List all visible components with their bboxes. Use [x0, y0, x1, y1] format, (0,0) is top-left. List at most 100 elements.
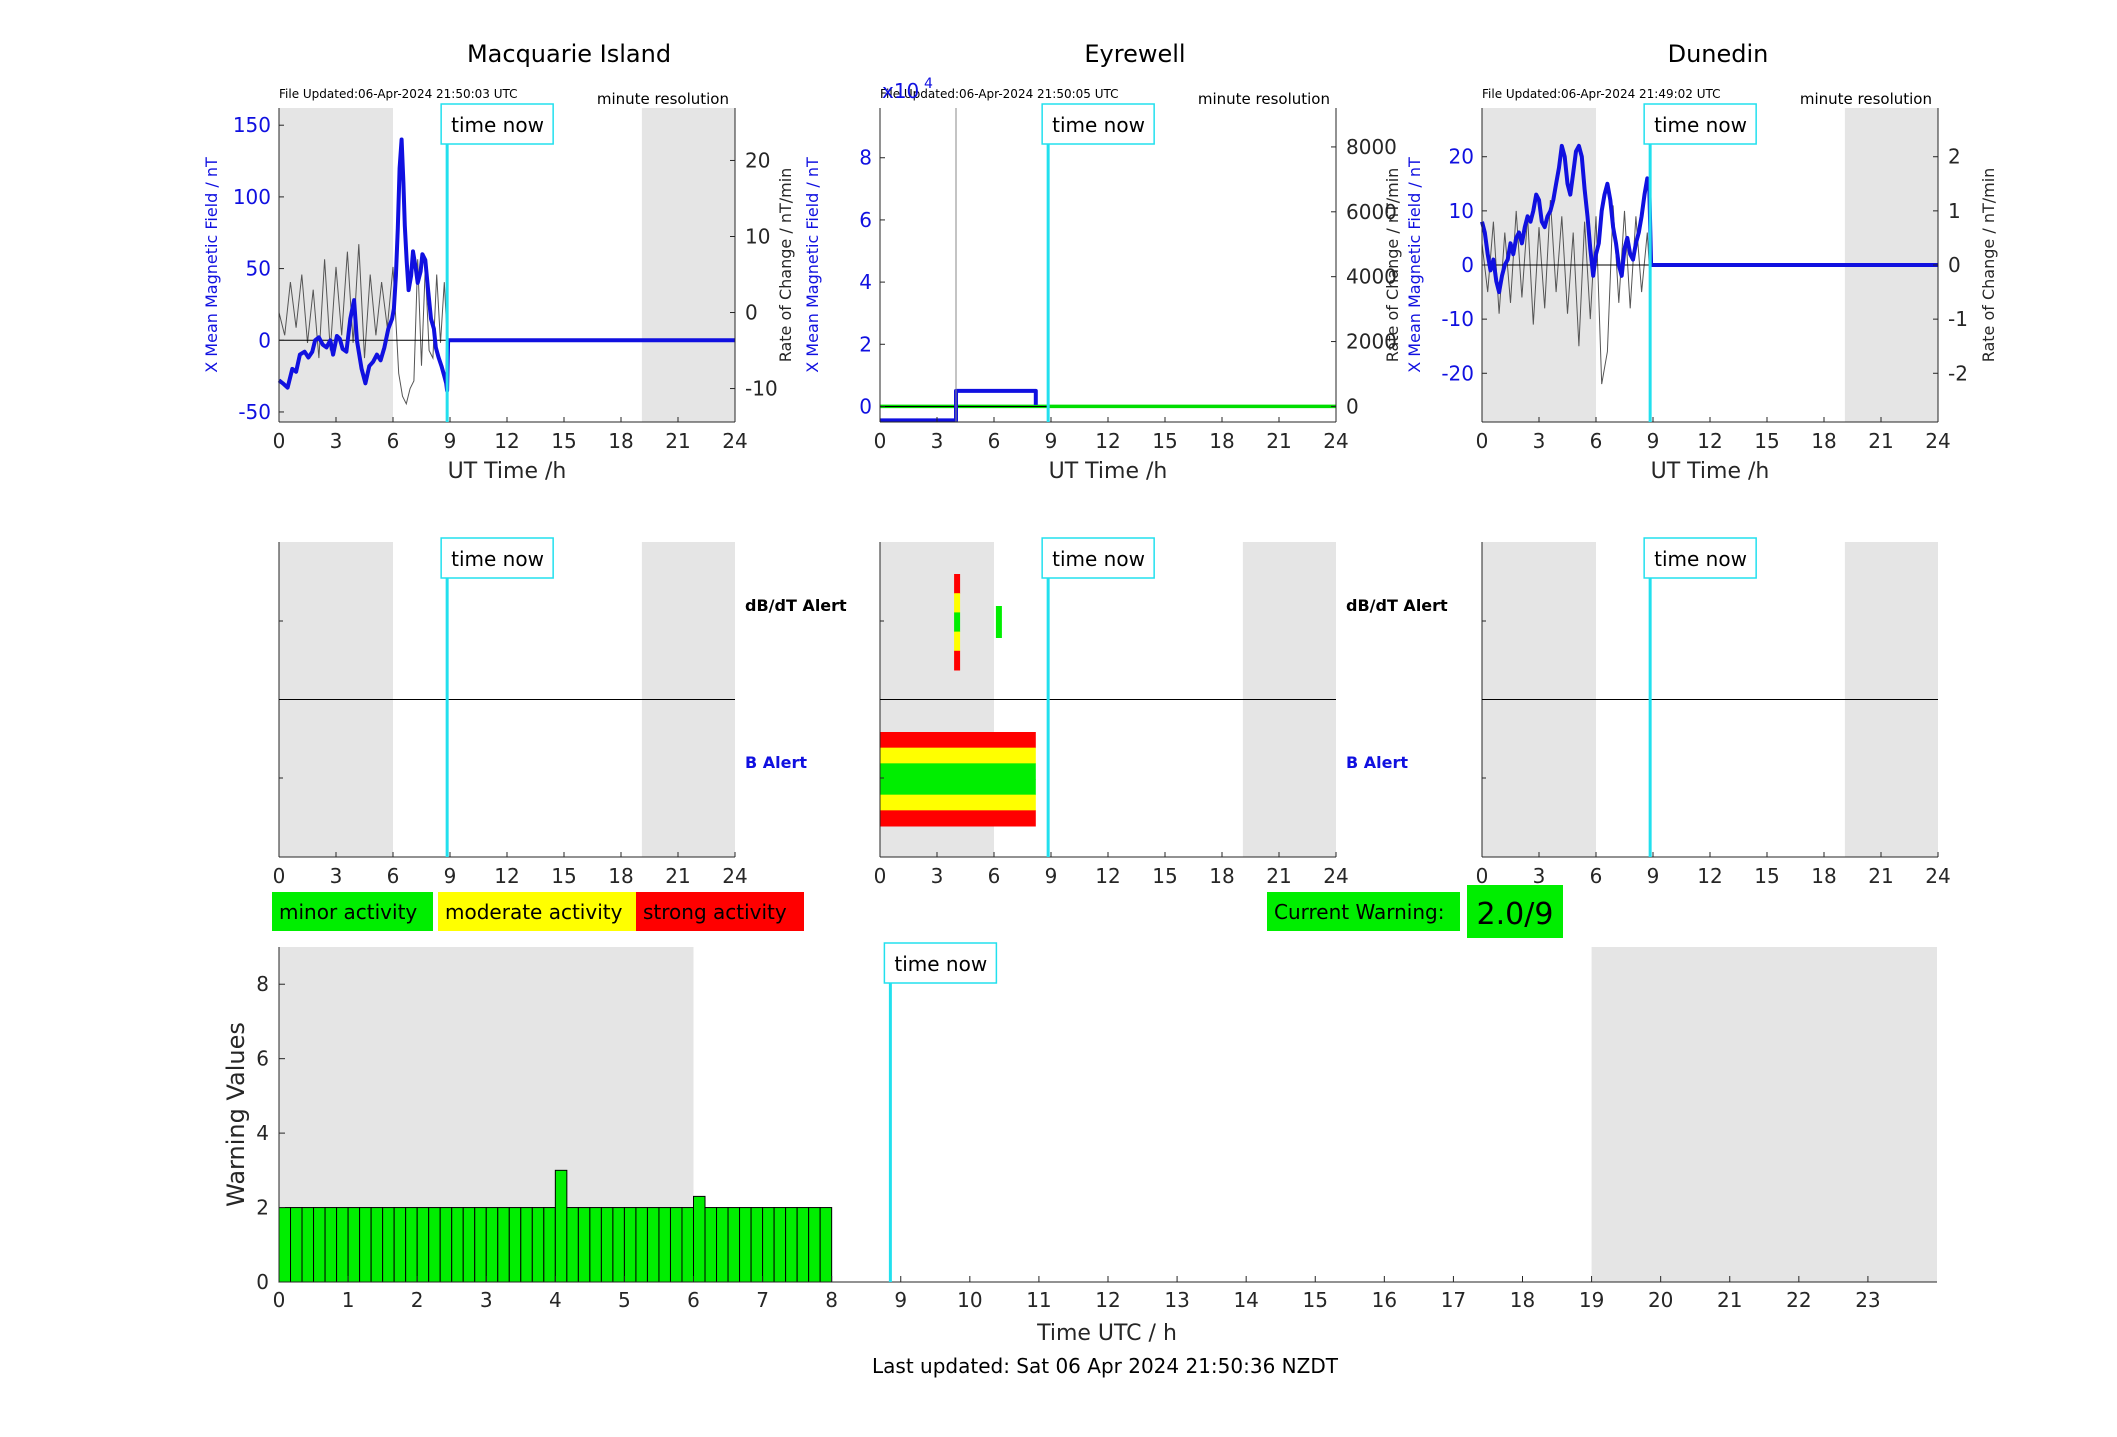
- y-axis-label-left: X Mean Magnetic Field / nT: [803, 157, 822, 373]
- x-tick-label: 2: [411, 1288, 424, 1312]
- y-tick-label-right: 1: [1948, 199, 1961, 223]
- warning-bar: [600, 1207, 614, 1283]
- warning-bar: [693, 1195, 706, 1283]
- current-warning-label-box: [1267, 892, 1460, 931]
- y-axis-label-left: X Mean Magnetic Field / nT: [1405, 157, 1424, 373]
- x-tick-label: 15: [551, 429, 576, 453]
- y-axis-label-right: Rate of Change / nT/min: [1383, 168, 1402, 363]
- y-tick-label-left: -50: [238, 400, 271, 424]
- x-tick-label: 15: [1754, 429, 1779, 453]
- x-tick-label: 24: [1323, 429, 1348, 453]
- y-tick-label: 4: [256, 1121, 269, 1145]
- y-tick-label-left: 0: [859, 394, 872, 418]
- macquarie-alert-plot: 0 3 6 9 12 15 18 21 24 dB/dT Alert B Alert time now: [273, 537, 847, 888]
- warning-bar: [324, 1207, 338, 1283]
- y-tick-label-right: -2: [1948, 361, 1968, 385]
- current-warning: Current Warning: 2.0/9: [1267, 885, 1563, 938]
- time-now-label: time now: [1052, 113, 1145, 137]
- warning-bar: [290, 1207, 303, 1283]
- x-tick-label: 19: [1579, 1288, 1604, 1312]
- y-tick-label-left: 2: [859, 332, 872, 356]
- y-tick-label-right: 20: [745, 148, 770, 172]
- y-tick-label-left: 100: [233, 185, 271, 209]
- file-updated-stamp: File Updated:06-Apr-2024 21:50:03 UTC: [279, 87, 518, 101]
- warning-bar: [808, 1207, 821, 1283]
- station-title: Dunedin: [1668, 40, 1769, 68]
- legend-minor-label: minor activity: [279, 900, 417, 924]
- x-tick-label: 0: [874, 864, 887, 888]
- x-tick-label: 21: [1717, 1288, 1742, 1312]
- warning-bar: [554, 1169, 568, 1283]
- warning-bar: [485, 1207, 499, 1283]
- x-tick-label: 13: [1164, 1288, 1189, 1312]
- resolution-label: minute resolution: [1800, 90, 1932, 108]
- current-warning-value: 2.0/9: [1477, 897, 1554, 932]
- dbdt-alert-label: dB/dT Alert: [745, 596, 847, 615]
- y-axis-label-right: Rate of Change / nT/min: [1979, 168, 1998, 363]
- x-tick-label: 15: [1152, 429, 1177, 453]
- x-tick-label: 6: [387, 864, 400, 888]
- warning-bar: [635, 1207, 648, 1283]
- x-tick-label: 21: [1868, 429, 1893, 453]
- b-alert-bar: [880, 747, 1036, 764]
- resolution-label: minute resolution: [1198, 90, 1330, 108]
- y-tick-label: 8: [256, 972, 269, 996]
- warning-bar: [370, 1207, 384, 1283]
- y-tick-label-right: 0: [1346, 394, 1359, 418]
- y-axis-label-right: Rate of Change / nT/min: [776, 168, 795, 363]
- last-updated-footer: Last updated: Sat 06 Apr 2024 21:50:36 N…: [872, 1354, 1339, 1378]
- x-tick-label: 3: [1533, 864, 1546, 888]
- x-tick-label: 20: [1648, 1288, 1673, 1312]
- warning-bar: [819, 1207, 833, 1283]
- x-tick-label: 6: [687, 1288, 700, 1312]
- warning-bar: [278, 1207, 292, 1283]
- x-tick-label: 9: [1045, 429, 1058, 453]
- time-now-box: [1643, 537, 1757, 579]
- x-tick-label: 22: [1786, 1288, 1811, 1312]
- x-axis-label: UT Time /h: [1651, 459, 1770, 484]
- warning-bar: [405, 1207, 418, 1283]
- x-tick-label: 4: [549, 1288, 562, 1312]
- dbdt-alert-bar: [954, 631, 961, 652]
- y-tick-label-right: 10: [745, 224, 770, 248]
- time-now-label: time now: [1654, 547, 1747, 571]
- x-tick-label: 5: [618, 1288, 631, 1312]
- file-updated-stamp: File Updated:06-Apr-2024 21:49:02 UTC: [1482, 87, 1721, 101]
- activity-legend: minor activity moderate activity strong …: [272, 892, 804, 931]
- warning-bar: [750, 1207, 764, 1283]
- current-warning-value-box: [1467, 885, 1563, 938]
- warning-bar: [658, 1207, 671, 1283]
- x-tick-label: 18: [1811, 864, 1836, 888]
- x-tick-label: 15: [1754, 864, 1779, 888]
- dbdt-alert-bar: [995, 606, 1002, 638]
- time-now-box: [1041, 103, 1155, 145]
- axis-exponent-power: 4: [924, 76, 933, 92]
- b-alert-label: B Alert: [745, 753, 807, 772]
- y-tick-label-left: 20: [1449, 145, 1474, 169]
- x-tick-label: 7: [756, 1288, 769, 1312]
- time-now-box: [440, 537, 554, 579]
- x-tick-label: 3: [480, 1288, 493, 1312]
- x-tick-label: 12: [494, 864, 519, 888]
- warning-bar: [577, 1207, 591, 1283]
- warning-bar: [439, 1207, 453, 1283]
- y-tick-label-right: -10: [745, 377, 778, 401]
- warning-bar: [589, 1207, 602, 1283]
- warning-bar: [646, 1207, 660, 1283]
- warning-bar: [543, 1207, 556, 1283]
- time-now-label: time now: [1654, 113, 1747, 137]
- time-now-label: time now: [451, 547, 544, 571]
- legend-strong-label: strong activity: [643, 900, 787, 924]
- time-now-box: [1643, 103, 1757, 145]
- y-tick-label-right: 0: [1948, 253, 1961, 277]
- x-tick-label: 9: [444, 429, 457, 453]
- station-title: Eyrewell: [1084, 40, 1185, 68]
- warning-bar: [382, 1207, 395, 1283]
- warning-bar: [359, 1207, 372, 1283]
- x-tick-label: 10: [957, 1288, 982, 1312]
- time-now-box: [1041, 537, 1155, 579]
- y-tick-label-left: 0: [1461, 253, 1474, 277]
- dbdt-alert-bar: [954, 650, 961, 671]
